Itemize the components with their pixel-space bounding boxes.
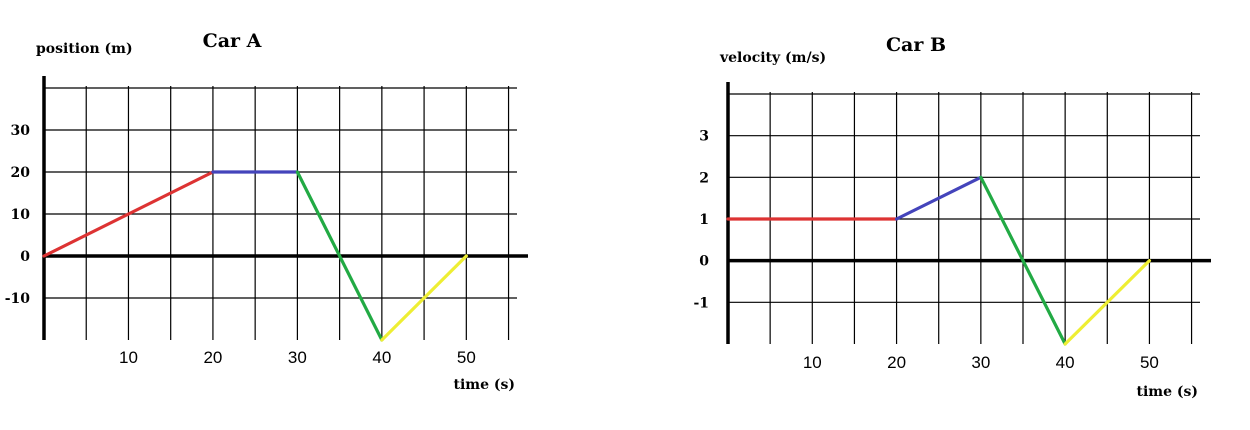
chart-a-x-tick-label: 50 [457, 348, 476, 367]
chart-b-series-segment [1063, 259, 1152, 346]
chart-b-y-tick-label: -1 [693, 295, 709, 311]
chart-a-series-segment [380, 254, 468, 342]
chart-a-y-tick-label: -10 [5, 291, 31, 307]
chart-a-series-segment [295, 170, 384, 342]
chart-b-series-segment [979, 175, 1067, 346]
chart-b-y-tick-label: 3 [699, 129, 709, 145]
chart-a-x-tick-label: 20 [203, 348, 222, 367]
chart-a-ylabel: position (m) [36, 41, 133, 57]
chart-b-x-tick-label: 40 [1056, 353, 1075, 372]
chart-a-y-tick-label: 20 [11, 165, 31, 181]
chart-a-y-tick-label: 30 [11, 123, 31, 139]
chart-a-y-tick-label: 0 [20, 249, 30, 265]
chart-b-x-tick-label: 10 [803, 353, 822, 372]
chart-b-x-tick-label: 20 [887, 353, 906, 372]
chart-b-x-tick-label: 50 [1140, 353, 1159, 372]
chart-a-x-tick-label: 10 [119, 348, 138, 367]
chart-a-y-tick-label: 10 [11, 207, 31, 223]
chart-a-x-tick-label: 40 [372, 348, 391, 367]
chart-b-y-tick-label: 1 [699, 212, 709, 228]
chart-a-lines [42, 170, 468, 342]
chart-b-xlabel: time (s) [1136, 384, 1198, 400]
chart-b-y-tick-label: 0 [699, 254, 709, 270]
chart-b-title: Car B [886, 34, 946, 56]
chart-a-title: Car A [203, 30, 262, 52]
chart-a-series-segment [42, 170, 215, 258]
chart-b-series-segment [894, 175, 983, 221]
chart-b-ticks: 10 20 30 40 50 -1 0 1 2 3 [693, 129, 1158, 372]
chart-b: Car B velocity (m/s) time (s) 10 20 30 40 50… [693, 34, 1211, 400]
chart-a-xlabel: time (s) [453, 377, 515, 393]
chart-b-ylabel: velocity (m/s) [719, 50, 826, 66]
chart-b-grid [726, 82, 1211, 344]
chart-a-grid [42, 76, 528, 340]
chart-b-x-tick-label: 30 [971, 353, 990, 372]
chart-b-lines [726, 175, 1152, 346]
chart-a-x-tick-label: 30 [288, 348, 307, 367]
chart-a: Car A position (m) time (s) 10 20 30 40 50 -1… [5, 30, 528, 393]
chart-b-y-tick-label: 2 [699, 170, 709, 186]
chart-a-ticks: 10 20 30 40 50 -10 0 10 20 30 [5, 123, 476, 367]
